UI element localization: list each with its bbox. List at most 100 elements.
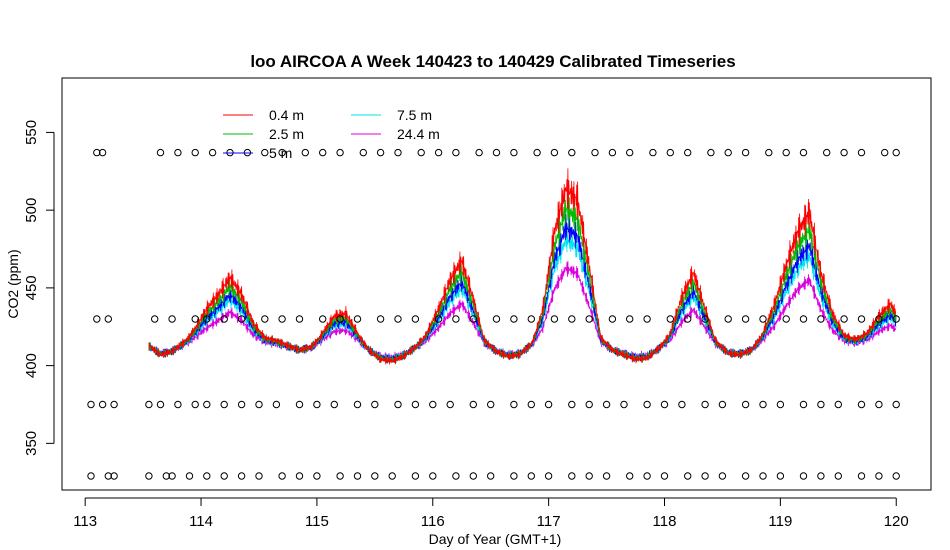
calibration-point [162, 472, 171, 480]
calibration-point [660, 400, 669, 409]
calibration-point [892, 315, 900, 323]
calibration-point [875, 315, 883, 323]
calibration-point [295, 315, 304, 323]
calibration-point [585, 472, 593, 480]
calibration-point [892, 400, 900, 409]
calibration-point [834, 472, 842, 480]
calibration-point [776, 472, 785, 480]
calibration-point [353, 400, 362, 409]
calibration-point [203, 315, 211, 323]
calibration-point [411, 472, 420, 480]
calibration-point [110, 472, 118, 480]
calibration-point [620, 400, 628, 409]
legend: 0.4 m 2.5 m 5 m 7.5 m 24.4 m [223, 107, 440, 161]
calibration-point [452, 148, 460, 157]
y-tick-label-400: 400 [23, 353, 40, 378]
calibration-point [678, 400, 686, 409]
x-tick-label-118: 118 [653, 513, 677, 530]
calibration-point [759, 472, 767, 480]
calibration-point [510, 400, 518, 409]
calibration-point [765, 148, 773, 157]
calibration-point [469, 400, 477, 409]
calibration-point [261, 148, 269, 157]
calibration-point [585, 315, 593, 323]
x-tick-label-114: 114 [189, 513, 213, 530]
calibration-point [533, 148, 541, 157]
calibration-point [220, 315, 228, 323]
calibration-point [255, 472, 263, 480]
calibration-point [87, 472, 95, 480]
calibration-point [278, 315, 286, 323]
calibration-point [602, 472, 611, 480]
calibration-point [261, 315, 269, 323]
calibration-point [388, 472, 396, 480]
calibration-point [608, 315, 617, 323]
calibration-point [469, 472, 477, 480]
calibration-point [191, 400, 199, 409]
calibration-point [185, 472, 194, 480]
calibration-point [168, 315, 176, 323]
calibration-point [585, 400, 593, 409]
axes: 113 114 115 116 117 118 119 120 350 400 450 500 550 [23, 120, 909, 530]
calibration-point [220, 400, 228, 409]
calibration-point [608, 148, 617, 157]
calibration-point [718, 472, 727, 480]
calibration-point [666, 148, 674, 157]
x-tick-label-119: 119 [768, 513, 792, 530]
calibration-point [110, 400, 118, 409]
calibration-point [156, 400, 165, 409]
x-tick-label-117: 117 [537, 513, 561, 530]
calibration-point [550, 315, 559, 323]
y-axis-label: CO2 (ppm) [5, 249, 21, 318]
calibration-point [857, 472, 866, 480]
calibration-point [701, 472, 709, 480]
series-line-0-4-m [148, 168, 897, 365]
calibration-point [145, 472, 153, 480]
calibration-point [330, 400, 338, 409]
calibration-point [626, 472, 634, 480]
calibration-point [145, 400, 153, 409]
calibration-point [446, 400, 454, 409]
calibration-point [817, 315, 825, 323]
calibration-point [707, 148, 715, 157]
legend-label-0-4-m: 0.4 m [269, 107, 304, 123]
calibration-point [799, 400, 808, 409]
calibration-point [336, 315, 344, 323]
calibration-point [759, 315, 767, 323]
calibration-point [434, 148, 443, 157]
calibration-point [429, 400, 437, 409]
calibration-point [319, 148, 327, 157]
calibration-point [550, 148, 559, 157]
plot-area [87, 148, 900, 480]
calibration-point [799, 315, 808, 323]
calibration-point [151, 315, 159, 323]
calibration-point [544, 472, 553, 480]
calibration-point [492, 148, 501, 157]
calibration-point [376, 148, 385, 157]
calibration-point [417, 148, 425, 157]
calibration-point [98, 148, 107, 157]
calibration-point [823, 148, 831, 157]
calibration-point [741, 315, 750, 323]
calibration-point [568, 315, 576, 323]
x-tick-label-115: 115 [305, 513, 329, 530]
calibration-point [724, 315, 732, 323]
calibration-point [510, 472, 518, 480]
calibration-point [684, 315, 692, 323]
calibration-point [376, 315, 385, 323]
calibration-point [568, 148, 576, 157]
plot-box [61, 77, 932, 491]
calibration-point [371, 472, 379, 480]
calibration-point [353, 315, 362, 323]
calibration-point [359, 148, 367, 157]
calibration-point [660, 472, 669, 480]
y-tick-label-550: 550 [23, 120, 40, 145]
calibration-point [394, 315, 402, 323]
calibration-point [487, 400, 495, 409]
calibration-point [301, 148, 309, 157]
legend-label-2-5-m: 2.5 m [269, 126, 304, 142]
calibration-point [724, 148, 732, 157]
calibration-point [759, 400, 767, 409]
calibration-point [701, 315, 709, 323]
calibration-point [278, 472, 286, 480]
